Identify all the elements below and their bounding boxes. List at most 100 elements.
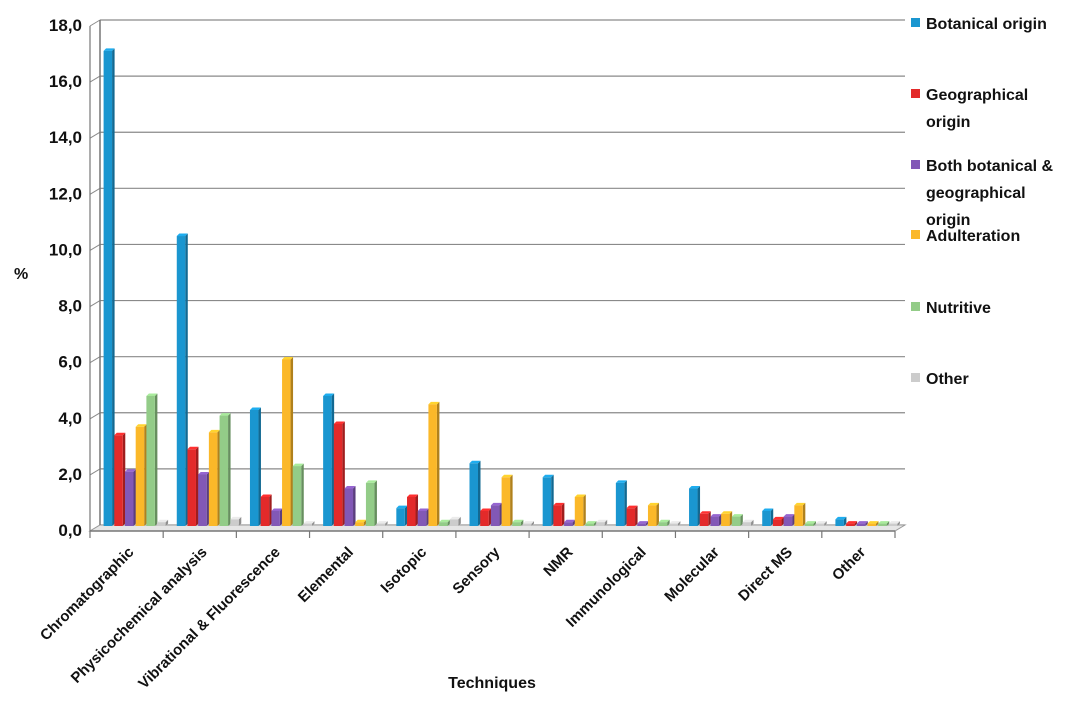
- bar-front: [449, 519, 459, 526]
- bar: [333, 421, 345, 526]
- bar: [428, 401, 440, 526]
- bar-top: [596, 519, 608, 523]
- bar-top: [417, 508, 429, 511]
- bar: [637, 521, 649, 526]
- bar: [282, 356, 294, 526]
- bar-side: [133, 469, 136, 526]
- bar-side: [751, 519, 754, 526]
- bar-side: [593, 521, 597, 526]
- bar: [417, 508, 429, 526]
- bar-side: [353, 486, 356, 526]
- bar-side: [854, 521, 858, 526]
- bar: [157, 519, 169, 526]
- bar-top: [469, 460, 481, 464]
- bar: [449, 516, 461, 526]
- bar-front: [762, 510, 771, 526]
- bar-side: [645, 521, 649, 526]
- bar-side: [144, 424, 147, 526]
- legend-label: Botanical origin: [926, 16, 1047, 33]
- bar-front: [772, 519, 782, 526]
- bar-side: [122, 432, 126, 526]
- legend-label: Other: [926, 371, 969, 388]
- legend-item: Nutritive: [911, 300, 991, 317]
- bar-top: [742, 519, 754, 523]
- bar-front: [794, 505, 803, 526]
- x-tick-label: Vibrational & Fluorescence: [135, 544, 284, 693]
- bar-front: [157, 522, 166, 526]
- y-tick-label: 8,0: [58, 297, 82, 316]
- axes: [89, 20, 896, 538]
- bar-side: [897, 521, 900, 526]
- bar-front: [626, 508, 636, 526]
- bar: [208, 429, 220, 526]
- y-tick-label: 4,0: [58, 409, 82, 428]
- bar-side: [718, 514, 722, 526]
- gridline-depth: [89, 131, 101, 139]
- bar-top: [480, 508, 492, 511]
- bar-top: [710, 514, 722, 517]
- bar-top: [187, 446, 199, 450]
- bar-top: [157, 519, 169, 523]
- bar: [439, 519, 451, 526]
- bar: [658, 519, 670, 526]
- bar-side: [520, 519, 524, 526]
- bar: [856, 521, 868, 526]
- bar: [292, 463, 304, 526]
- bar-front: [596, 522, 605, 526]
- bar: [878, 521, 890, 526]
- bar-top: [805, 521, 817, 524]
- bar-side: [531, 521, 534, 526]
- bar-front: [249, 409, 259, 526]
- bar-side: [415, 494, 419, 526]
- bar-top: [878, 521, 890, 524]
- bar-front: [731, 516, 741, 526]
- bar-top: [365, 480, 377, 483]
- bar: [146, 393, 158, 526]
- gridline-depth: [89, 468, 101, 476]
- bar-front: [230, 519, 239, 526]
- bar-side: [488, 508, 492, 526]
- bar: [731, 514, 743, 526]
- bar-front: [878, 523, 887, 526]
- bar-side: [510, 474, 513, 526]
- y-tick-label: 12,0: [49, 184, 82, 203]
- bar-front: [355, 522, 364, 526]
- bar-side: [112, 48, 115, 526]
- bar-front: [469, 463, 478, 526]
- bar-front: [124, 471, 134, 526]
- bar-front: [260, 496, 270, 526]
- bar: [626, 505, 638, 526]
- bar: [542, 474, 554, 526]
- bar-side: [258, 407, 261, 526]
- gridline-depth: [89, 187, 101, 195]
- bar-top: [135, 424, 147, 427]
- bar-front: [439, 522, 448, 526]
- bar: [365, 480, 377, 526]
- bar-front: [490, 505, 500, 526]
- x-tick-label: Other: [829, 544, 869, 584]
- bar-front: [198, 474, 207, 526]
- bar-top: [396, 505, 408, 509]
- bar-side: [886, 521, 890, 526]
- bar-front: [344, 488, 354, 526]
- bar-top: [376, 521, 388, 524]
- bar: [376, 521, 388, 526]
- bar: [249, 407, 261, 526]
- bar-side: [824, 521, 827, 526]
- bar-front: [282, 359, 291, 526]
- bar: [176, 233, 188, 526]
- bar-top: [794, 502, 806, 506]
- bar-front: [888, 523, 898, 526]
- gridline-depth: [89, 412, 101, 420]
- bar-front: [292, 466, 302, 526]
- bar-top: [208, 429, 220, 433]
- bar-top: [721, 511, 733, 514]
- legend-item: Other: [911, 371, 969, 388]
- bar: [135, 424, 147, 526]
- bar-front: [689, 488, 698, 526]
- bar-front: [542, 477, 552, 526]
- bar-top: [835, 516, 847, 520]
- bar-front: [146, 395, 155, 526]
- bar: [783, 514, 795, 526]
